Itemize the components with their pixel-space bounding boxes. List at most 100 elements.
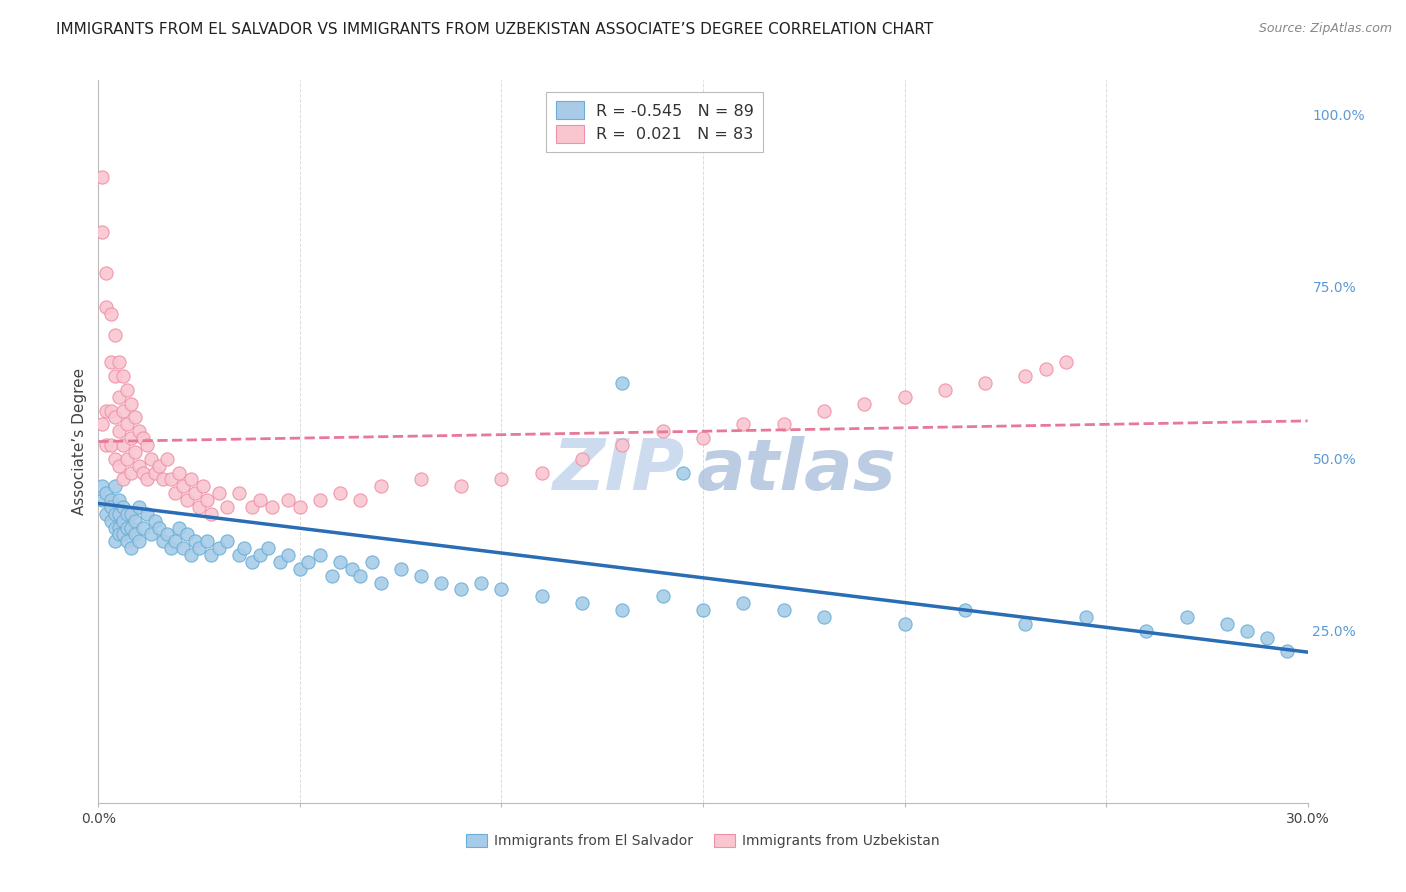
Point bbox=[111, 500, 134, 514]
Point bbox=[128, 534, 150, 549]
Point bbox=[91, 493, 114, 508]
Point bbox=[135, 507, 157, 521]
Point bbox=[430, 575, 453, 590]
Point bbox=[152, 472, 174, 486]
Point bbox=[107, 527, 129, 541]
Point bbox=[195, 493, 218, 508]
Point bbox=[176, 493, 198, 508]
Point bbox=[120, 397, 142, 411]
Point bbox=[100, 438, 122, 452]
Point bbox=[103, 410, 125, 425]
Point bbox=[156, 451, 179, 466]
Point bbox=[124, 514, 146, 528]
Point bbox=[128, 424, 150, 438]
Point bbox=[107, 493, 129, 508]
Point bbox=[249, 493, 271, 508]
Point bbox=[115, 520, 138, 534]
Point bbox=[256, 541, 278, 556]
Point bbox=[115, 507, 138, 521]
Point bbox=[115, 417, 138, 432]
Point bbox=[349, 493, 371, 508]
Point bbox=[124, 445, 146, 459]
Point bbox=[103, 534, 125, 549]
Point bbox=[91, 169, 114, 184]
Point bbox=[1074, 610, 1097, 624]
Point bbox=[329, 486, 352, 500]
Point bbox=[277, 493, 299, 508]
Point bbox=[240, 500, 263, 514]
Point bbox=[409, 568, 432, 582]
Point bbox=[96, 486, 118, 500]
Point bbox=[120, 507, 142, 521]
Point bbox=[115, 383, 138, 397]
Point bbox=[96, 301, 118, 315]
Point bbox=[143, 514, 166, 528]
Point bbox=[96, 507, 118, 521]
Point bbox=[612, 603, 634, 617]
Point bbox=[184, 534, 207, 549]
Point bbox=[128, 500, 150, 514]
Point bbox=[200, 507, 222, 521]
Point bbox=[111, 527, 134, 541]
Point bbox=[389, 562, 412, 576]
Point bbox=[180, 472, 202, 486]
Point bbox=[103, 369, 125, 384]
Point bbox=[103, 479, 125, 493]
Point bbox=[107, 355, 129, 369]
Point bbox=[1216, 616, 1239, 631]
Point bbox=[120, 431, 142, 445]
Point bbox=[208, 541, 231, 556]
Point bbox=[160, 541, 183, 556]
Point bbox=[1014, 369, 1036, 384]
Point bbox=[195, 534, 218, 549]
Point bbox=[1175, 610, 1198, 624]
Point bbox=[188, 541, 211, 556]
Point bbox=[96, 438, 118, 452]
Point bbox=[132, 466, 155, 480]
Point bbox=[184, 486, 207, 500]
Point bbox=[156, 527, 179, 541]
Point bbox=[297, 555, 319, 569]
Point bbox=[934, 383, 956, 397]
Point bbox=[853, 397, 876, 411]
Point bbox=[1277, 644, 1299, 658]
Point bbox=[100, 403, 122, 417]
Legend: Immigrants from El Salvador, Immigrants from Uzbekistan: Immigrants from El Salvador, Immigrants … bbox=[461, 829, 945, 854]
Point bbox=[100, 500, 122, 514]
Point bbox=[1054, 355, 1077, 369]
Point bbox=[612, 376, 634, 390]
Point bbox=[733, 596, 755, 610]
Point bbox=[163, 534, 186, 549]
Point bbox=[953, 603, 976, 617]
Point bbox=[111, 438, 134, 452]
Point bbox=[813, 403, 835, 417]
Point bbox=[115, 451, 138, 466]
Y-axis label: Associate’s Degree: Associate’s Degree bbox=[72, 368, 87, 515]
Point bbox=[491, 472, 513, 486]
Point bbox=[217, 500, 239, 514]
Point bbox=[193, 479, 215, 493]
Text: Source: ZipAtlas.com: Source: ZipAtlas.com bbox=[1258, 22, 1392, 36]
Point bbox=[148, 458, 170, 473]
Point bbox=[240, 555, 263, 569]
Point bbox=[651, 590, 673, 604]
Point bbox=[1135, 624, 1157, 638]
Point bbox=[772, 603, 794, 617]
Point bbox=[139, 451, 162, 466]
Point bbox=[409, 472, 432, 486]
Point bbox=[132, 520, 155, 534]
Point bbox=[349, 568, 371, 582]
Text: IMMIGRANTS FROM EL SALVADOR VS IMMIGRANTS FROM UZBEKISTAN ASSOCIATE’S DEGREE COR: IMMIGRANTS FROM EL SALVADOR VS IMMIGRANT… bbox=[56, 22, 934, 37]
Point bbox=[91, 479, 114, 493]
Point bbox=[100, 355, 122, 369]
Point bbox=[107, 507, 129, 521]
Point bbox=[232, 541, 254, 556]
Point bbox=[228, 486, 250, 500]
Point bbox=[96, 266, 118, 280]
Point bbox=[111, 403, 134, 417]
Point bbox=[1035, 362, 1057, 376]
Point bbox=[288, 562, 311, 576]
Point bbox=[772, 417, 794, 432]
Point bbox=[974, 376, 997, 390]
Point bbox=[120, 520, 142, 534]
